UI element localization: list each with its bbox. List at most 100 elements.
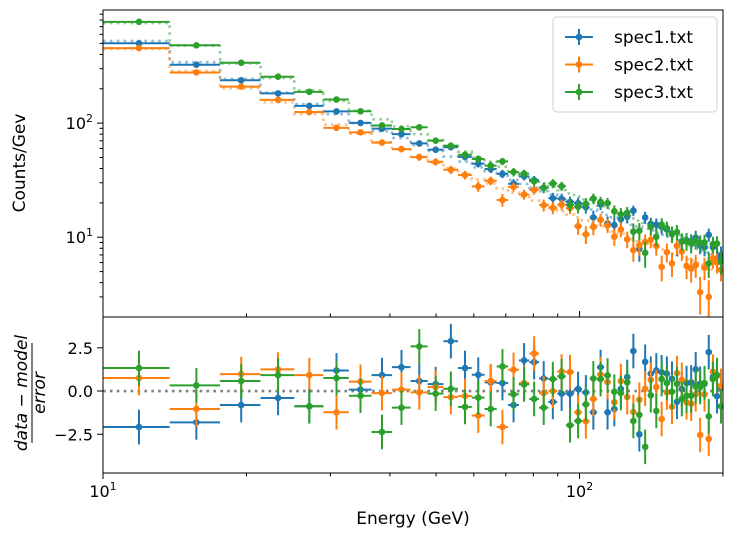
marker bbox=[701, 239, 708, 246]
marker bbox=[274, 394, 282, 402]
marker bbox=[549, 204, 557, 212]
marker bbox=[582, 401, 590, 408]
data-point-spec2 bbox=[663, 243, 671, 263]
marker bbox=[566, 201, 574, 209]
data-point-spec3 bbox=[538, 182, 549, 194]
marker bbox=[461, 364, 469, 372]
marker bbox=[673, 380, 681, 388]
marker bbox=[673, 242, 681, 250]
marker bbox=[135, 423, 143, 431]
marker bbox=[135, 39, 143, 47]
marker bbox=[237, 401, 245, 409]
residual-point-spec3 bbox=[169, 368, 220, 403]
marker bbox=[663, 248, 671, 256]
marker bbox=[574, 385, 582, 393]
data-point-spec3 bbox=[260, 73, 295, 81]
marker bbox=[398, 125, 405, 133]
data-point-spec3 bbox=[668, 226, 676, 244]
marker bbox=[641, 249, 649, 257]
data-point-spec1 bbox=[705, 228, 713, 242]
marker bbox=[678, 248, 686, 255]
marker bbox=[705, 293, 713, 301]
residual-point-spec3 bbox=[653, 393, 660, 429]
marker bbox=[636, 241, 643, 249]
data-point-spec2 bbox=[647, 232, 655, 249]
marker bbox=[692, 261, 700, 269]
marker bbox=[597, 375, 604, 383]
marker bbox=[701, 264, 708, 272]
data-point-spec1 bbox=[294, 102, 324, 110]
residual-point-spec3 bbox=[663, 365, 671, 401]
data-point-spec3 bbox=[323, 96, 349, 103]
data-point-spec3 bbox=[653, 228, 660, 247]
marker bbox=[630, 347, 637, 355]
marker bbox=[673, 228, 681, 236]
data-point-spec3 bbox=[641, 241, 649, 268]
residual-panel bbox=[103, 323, 723, 465]
residual-point-spec3 bbox=[630, 403, 637, 439]
data-point-spec2 bbox=[260, 96, 295, 104]
marker bbox=[653, 233, 660, 241]
data-point-spec2 bbox=[673, 238, 681, 255]
marker bbox=[447, 337, 455, 345]
residual-point-spec2 bbox=[529, 336, 539, 371]
data-point-spec2 bbox=[557, 199, 566, 211]
data-point-spec2 bbox=[574, 218, 583, 235]
residual-point-spec2 bbox=[696, 417, 704, 453]
residual-point-spec3 bbox=[427, 376, 444, 411]
marker bbox=[520, 191, 528, 198]
marker bbox=[432, 137, 439, 144]
marker bbox=[415, 124, 423, 131]
marker bbox=[274, 371, 282, 379]
data-point-spec3 bbox=[582, 198, 590, 211]
marker bbox=[696, 383, 704, 391]
data-point-spec1 bbox=[219, 76, 261, 84]
marker bbox=[530, 350, 538, 357]
marker bbox=[696, 431, 704, 439]
marker bbox=[630, 207, 637, 214]
data-point-spec1 bbox=[348, 119, 372, 127]
marker bbox=[447, 385, 455, 393]
residual-point-spec3 bbox=[574, 403, 583, 439]
marker bbox=[611, 207, 618, 215]
marker bbox=[474, 371, 482, 379]
residual-point-spec3 bbox=[589, 361, 598, 396]
marker bbox=[582, 200, 590, 208]
marker bbox=[135, 364, 143, 372]
marker bbox=[558, 373, 565, 380]
marker bbox=[658, 263, 665, 271]
data-point-spec1 bbox=[391, 130, 411, 138]
residual-point-spec1 bbox=[630, 333, 637, 369]
marker bbox=[306, 402, 313, 410]
data-point-spec3 bbox=[410, 124, 428, 131]
data-point-spec1 bbox=[410, 140, 428, 147]
residual-point-spec3 bbox=[623, 365, 631, 400]
data-point-spec2 bbox=[548, 202, 558, 215]
marker bbox=[705, 260, 713, 267]
marker bbox=[357, 392, 364, 399]
residual-point-spec3 bbox=[713, 357, 721, 393]
residual-point-spec3 bbox=[668, 374, 676, 410]
marker bbox=[461, 171, 469, 179]
marker bbox=[713, 392, 721, 400]
data-point-spec3 bbox=[701, 234, 708, 252]
data-point-spec2 bbox=[617, 222, 625, 238]
marker bbox=[705, 231, 713, 239]
marker bbox=[333, 96, 340, 103]
marker bbox=[398, 386, 405, 393]
x-axis-label: Energy (GeV) bbox=[356, 509, 469, 529]
residual-point-spec1 bbox=[260, 380, 295, 416]
x-tick-label-base: 10 bbox=[89, 482, 109, 501]
data-point-spec2 bbox=[529, 185, 539, 195]
marker bbox=[306, 371, 313, 379]
residual-point-spec3 bbox=[582, 387, 590, 422]
marker bbox=[398, 363, 405, 371]
marker bbox=[566, 390, 574, 397]
residual-point-spec3 bbox=[717, 388, 723, 424]
data-point-spec3 bbox=[705, 252, 713, 278]
bottom-axes-frame bbox=[102, 316, 724, 474]
data-point-spec3 bbox=[219, 59, 261, 67]
marker bbox=[617, 389, 625, 397]
residual-point-spec3 bbox=[617, 375, 625, 411]
